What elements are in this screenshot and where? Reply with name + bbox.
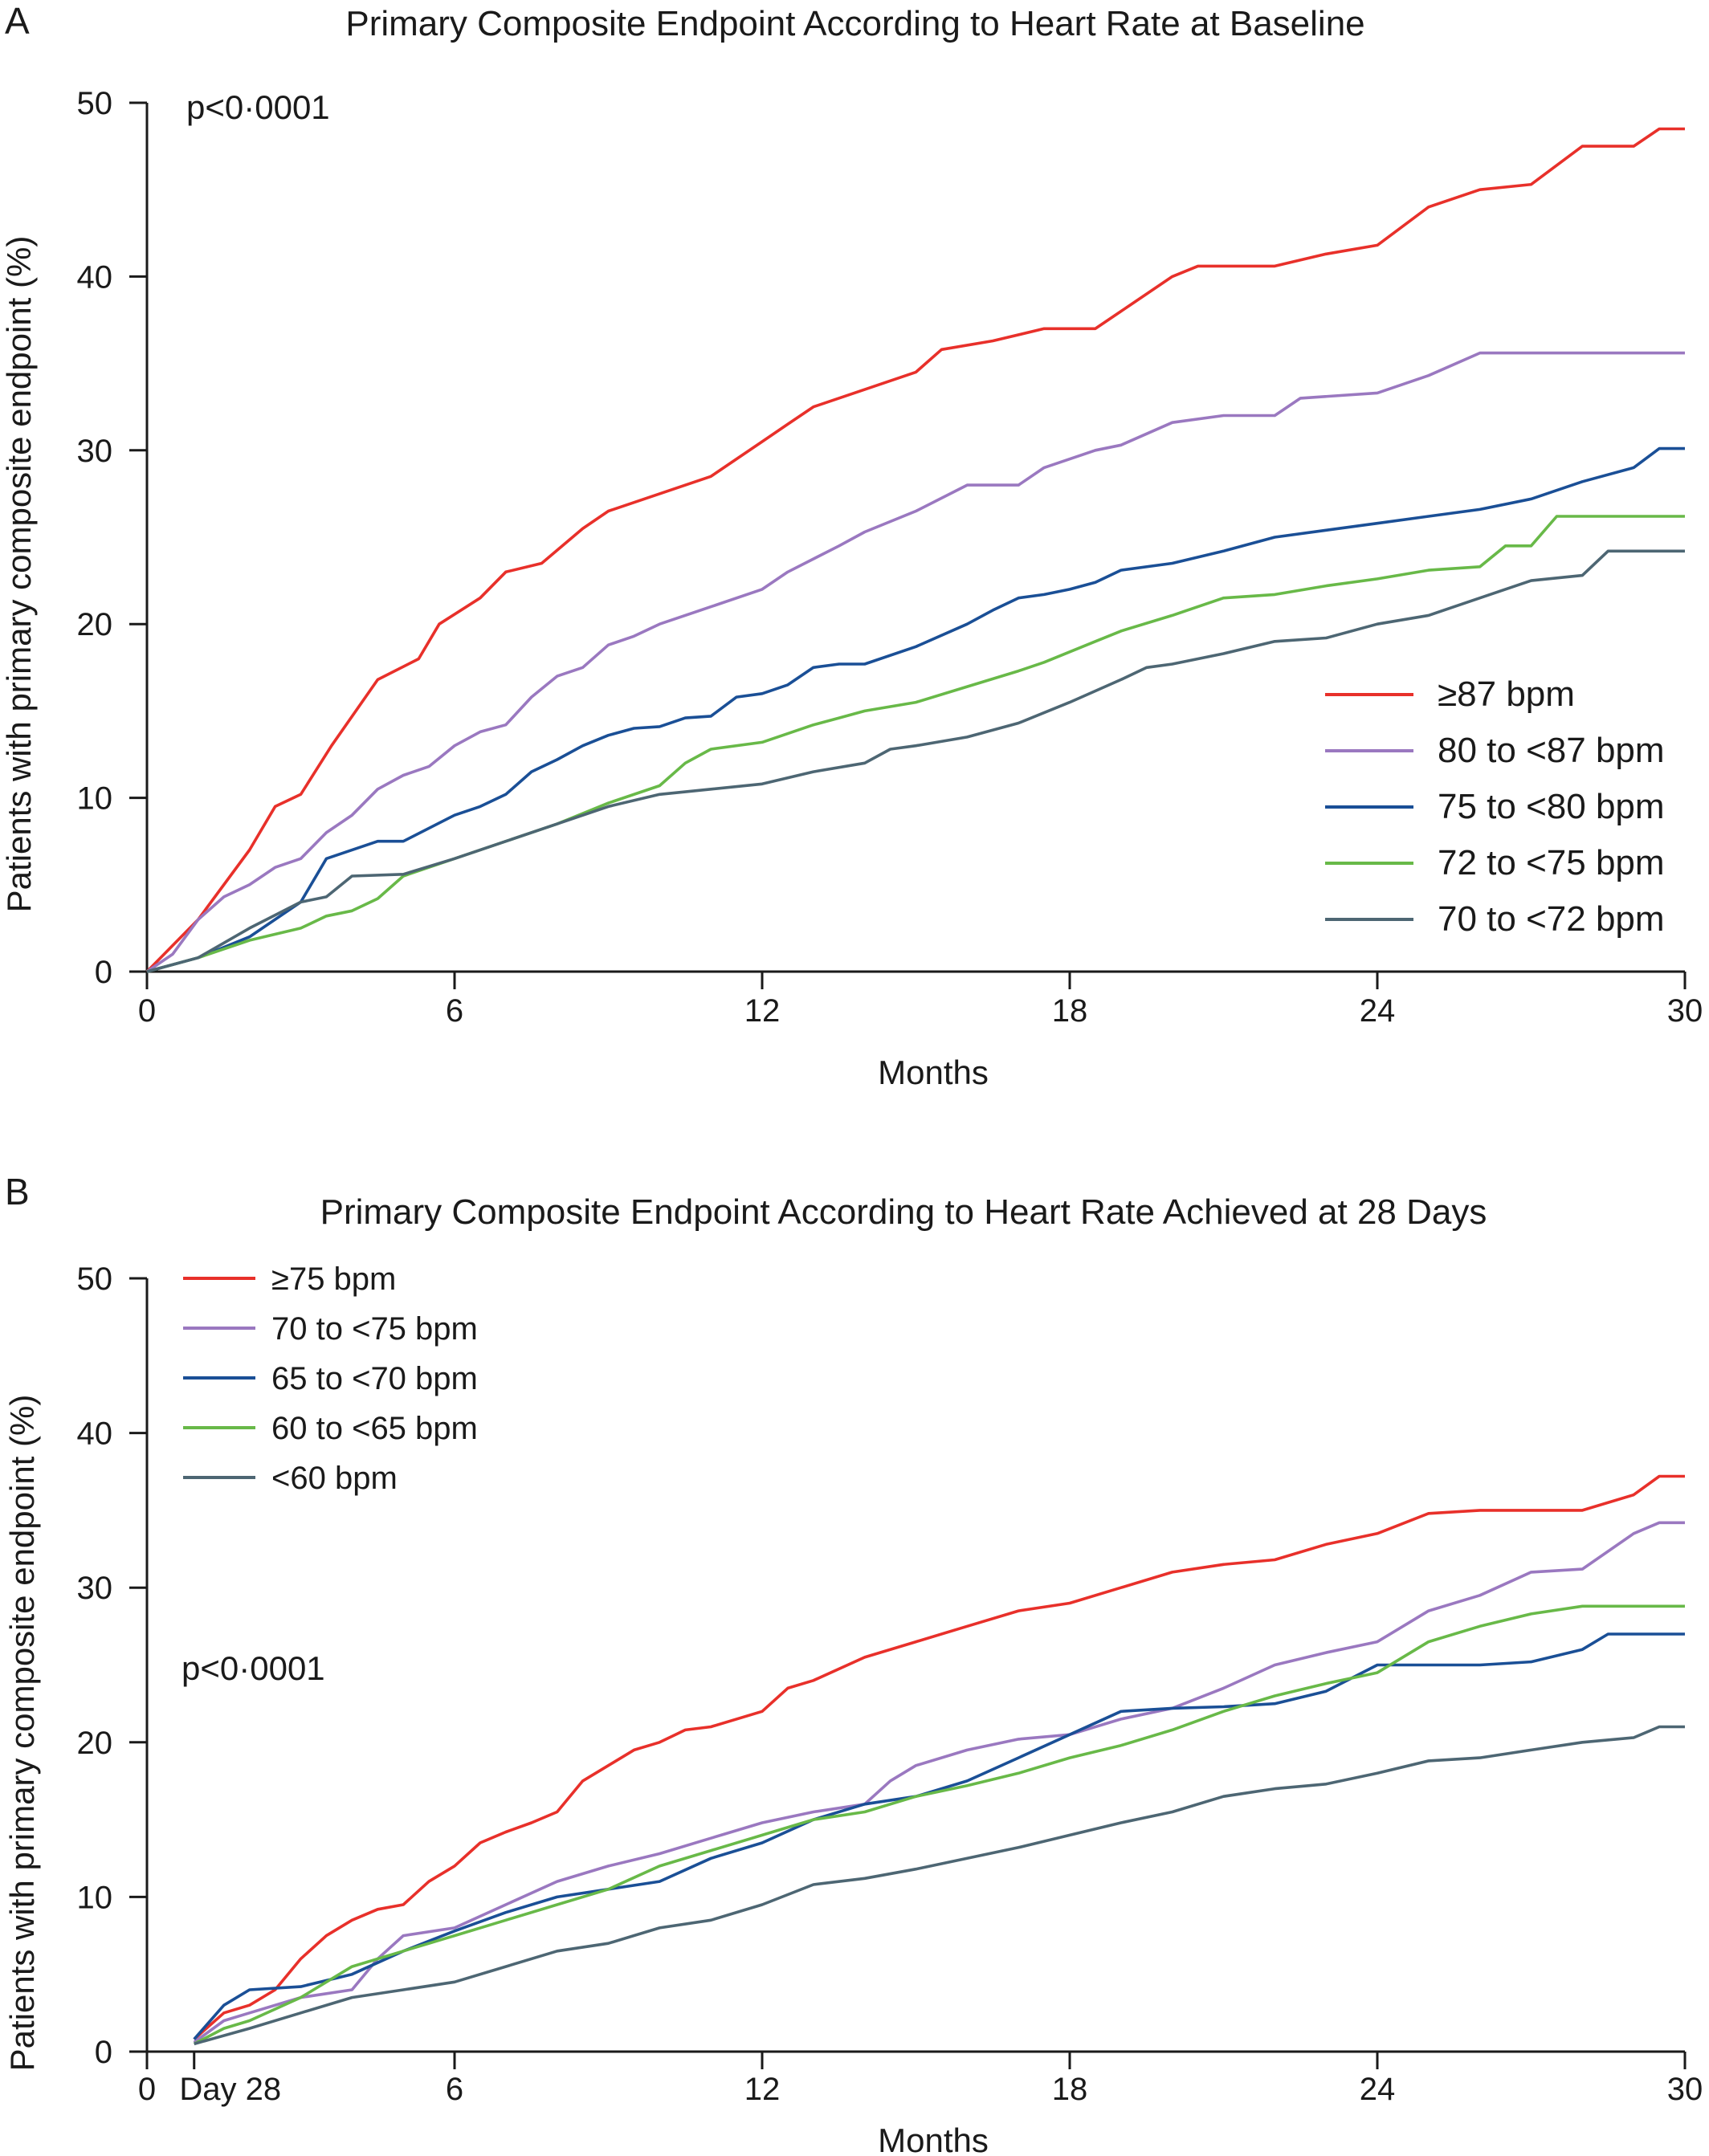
series-line-1 bbox=[193, 1474, 1685, 2040]
series-line-1 bbox=[145, 127, 1685, 973]
panel-a-series bbox=[145, 127, 1685, 973]
x-tick-label: 0 bbox=[138, 993, 156, 1029]
series-line-5 bbox=[194, 1725, 1685, 2046]
panel-a-letter: A bbox=[5, 0, 30, 42]
x-tick-label: 12 bbox=[744, 2072, 781, 2107]
y-tick-label: 0 bbox=[95, 2035, 112, 2070]
y-tick-label: 30 bbox=[77, 434, 113, 469]
series-line-2 bbox=[145, 351, 1685, 973]
y-tick-label: 0 bbox=[95, 955, 112, 990]
x-tick-label: 18 bbox=[1052, 993, 1088, 1029]
legend-label: 75 to <80 bpm bbox=[1438, 787, 1665, 826]
panel-b-x-axis-label: Months bbox=[878, 2121, 989, 2156]
panel-b-letter: B bbox=[5, 1171, 30, 1212]
y-tick-label: 30 bbox=[77, 1571, 113, 1606]
legend-label: 60 to <65 bpm bbox=[271, 1411, 478, 1446]
series-line-3 bbox=[193, 1632, 1685, 2040]
panel-a-y-axis-label: Patients with primary composite endpoint… bbox=[0, 236, 38, 913]
x-tick-label: 12 bbox=[744, 993, 781, 1029]
panel-b-series bbox=[193, 1474, 1685, 2046]
x-tick-label: 0 bbox=[138, 2072, 156, 2107]
y-tick-label: 10 bbox=[77, 781, 113, 817]
panel-a-axes: 0 10 20 30 40 50 0 6 12 18 24 30 bbox=[77, 86, 1703, 1029]
x-tick-label: 30 bbox=[1667, 993, 1703, 1029]
legend-label: 70 to <72 bpm bbox=[1438, 899, 1665, 939]
x-tick-label: 6 bbox=[446, 2072, 463, 2107]
series-line-4 bbox=[146, 515, 1685, 973]
panel-a-legend: ≥87 bpm 80 to <87 bpm 75 to <80 bpm 72 to <… bbox=[1325, 675, 1665, 939]
series-line-5 bbox=[146, 549, 1685, 973]
panel-b-axes: 0 10 20 30 40 50 0 Day 28 6 12 18 24 30 bbox=[77, 1261, 1703, 2107]
legend-label: 80 to <87 bpm bbox=[1438, 731, 1665, 770]
x-tick-label: 24 bbox=[1360, 993, 1396, 1029]
panel-b-legend: ≥75 bpm 70 to <75 bpm 65 to <70 bpm 60 to <… bbox=[183, 1261, 478, 1496]
y-tick-label: 10 bbox=[77, 1880, 113, 1915]
series-line-2 bbox=[193, 1521, 1685, 2044]
legend-label: 65 to <70 bpm bbox=[271, 1361, 478, 1396]
x-tick-label: 30 bbox=[1667, 2072, 1703, 2107]
y-tick-label: 40 bbox=[77, 1416, 113, 1452]
legend-label: ≥87 bpm bbox=[1438, 675, 1575, 714]
x-tick-label: 18 bbox=[1052, 2072, 1088, 2107]
x-tick-label: Day 28 bbox=[179, 2072, 281, 2107]
legend-label: 70 to <75 bpm bbox=[271, 1311, 478, 1347]
panel-a-title: Primary Composite Endpoint According to … bbox=[345, 4, 1364, 43]
y-tick-label: 20 bbox=[77, 1726, 113, 1761]
panel-a-x-axis-label: Months bbox=[878, 1054, 989, 1091]
x-tick-label: 24 bbox=[1360, 2072, 1396, 2107]
y-tick-label: 50 bbox=[77, 86, 113, 121]
legend-label: 72 to <75 bpm bbox=[1438, 843, 1665, 882]
x-tick-label: 6 bbox=[446, 993, 463, 1029]
panel-b-title: Primary Composite Endpoint According to … bbox=[320, 1192, 1487, 1232]
panel-a-p-value: p<0·0001 bbox=[186, 88, 330, 126]
series-line-4 bbox=[193, 1604, 1685, 2045]
panel-b-y-axis-label: Patients with primary composite endpoint… bbox=[3, 1395, 41, 2072]
series-line-3 bbox=[146, 446, 1685, 973]
y-tick-label: 20 bbox=[77, 607, 113, 642]
panel-a: A Primary Composite Endpoint According t… bbox=[0, 0, 1703, 1091]
y-tick-label: 50 bbox=[77, 1261, 113, 1297]
y-tick-label: 40 bbox=[77, 259, 113, 295]
legend-label: <60 bpm bbox=[271, 1461, 398, 1496]
legend-label: ≥75 bpm bbox=[271, 1261, 396, 1297]
panel-b: B Primary Composite Endpoint According t… bbox=[3, 1171, 1703, 2156]
panel-b-p-value: p<0·0001 bbox=[182, 1649, 325, 1687]
